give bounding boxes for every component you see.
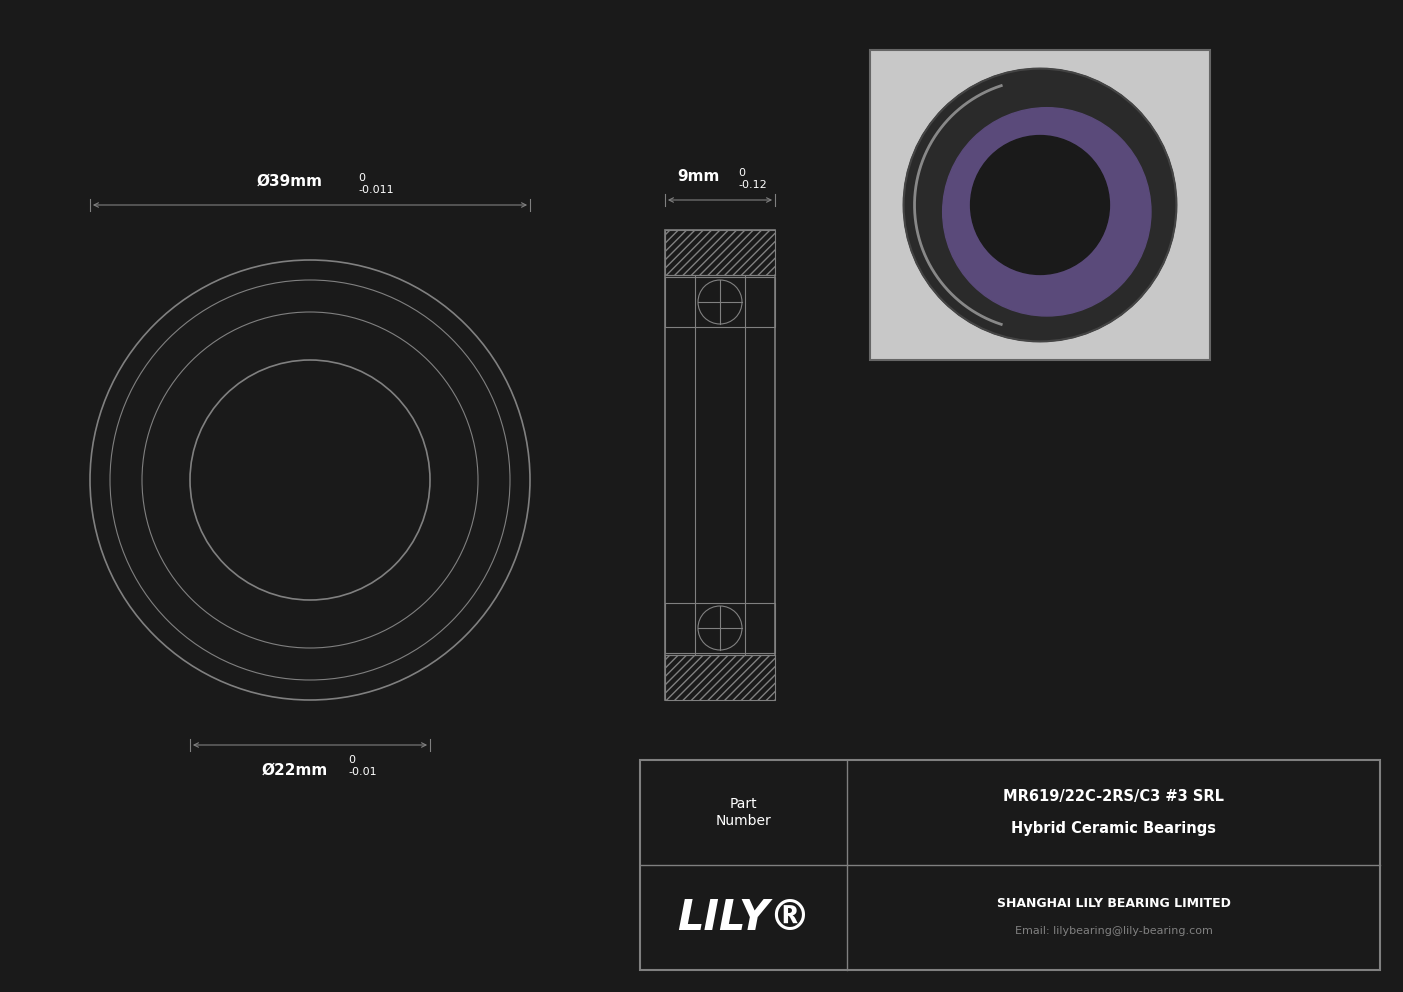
Text: SHANGHAI LILY BEARING LIMITED: SHANGHAI LILY BEARING LIMITED [996, 897, 1230, 910]
Circle shape [943, 108, 1150, 316]
Text: Email: lilybearing@lily-bearing.com: Email: lilybearing@lily-bearing.com [1014, 927, 1212, 936]
Circle shape [971, 136, 1110, 275]
Bar [665, 655, 774, 700]
Text: Ø22mm: Ø22mm [262, 763, 328, 778]
Text: -0.011: -0.011 [358, 185, 394, 195]
Text: 0: 0 [358, 173, 365, 183]
Text: LILY®: LILY® [676, 897, 811, 938]
Text: 9mm: 9mm [676, 169, 720, 184]
Text: Part
Number: Part Number [716, 798, 772, 827]
Text: Ø39mm: Ø39mm [257, 174, 323, 189]
Circle shape [904, 68, 1176, 341]
Bar [665, 230, 774, 700]
Text: -0.12: -0.12 [738, 180, 767, 190]
Text: MR619/22C-2RS/C3 #3 SRL: MR619/22C-2RS/C3 #3 SRL [1003, 789, 1223, 804]
Bar [870, 50, 1209, 360]
Text: -0.01: -0.01 [348, 767, 376, 777]
Text: 0: 0 [348, 755, 355, 765]
Bar [665, 277, 774, 327]
Text: Hybrid Ceramic Bearings: Hybrid Ceramic Bearings [1012, 821, 1216, 836]
Bar [640, 760, 1381, 970]
Bar [665, 230, 774, 275]
Text: 0: 0 [738, 168, 745, 178]
Bar [665, 603, 774, 653]
